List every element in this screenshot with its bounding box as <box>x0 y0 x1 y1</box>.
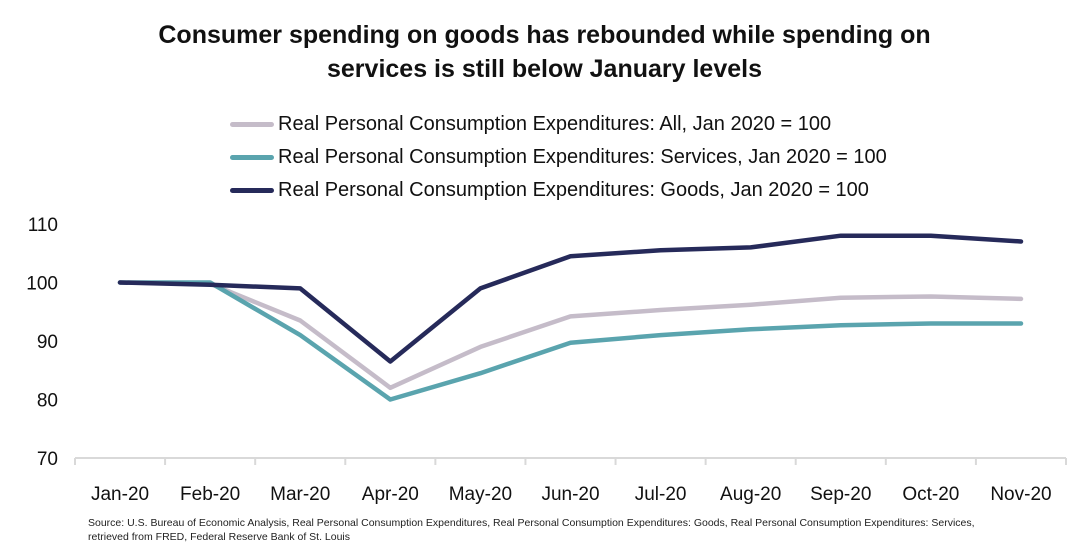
x-tick-label: Apr-20 <box>362 484 419 505</box>
y-tick-label: 70 <box>37 449 58 470</box>
y-tick-label: 110 <box>28 215 58 236</box>
x-tick-label: Jan-20 <box>91 484 149 505</box>
source-note: Source: U.S. Bureau of Economic Analysis… <box>88 517 975 543</box>
x-tick-label: Nov-20 <box>990 484 1051 505</box>
series-layer <box>117 233 1024 402</box>
x-tick-label: Aug-20 <box>720 484 781 505</box>
x-tick-label: Feb-20 <box>180 484 240 505</box>
legend-item-all: Real Personal Consumption Expenditures: … <box>230 108 887 141</box>
legend-item-services: Real Personal Consumption Expenditures: … <box>230 141 887 174</box>
y-tick-label: 100 <box>26 274 58 295</box>
x-tick-label: Jul-20 <box>635 484 687 505</box>
x-axis: Jan-20 Feb-20 Mar-20 Apr-20 May-20 Jun-20 Jul-… <box>74 457 1067 505</box>
y-axis: 70 80 90 100 110 <box>26 215 58 470</box>
legend-swatch-goods <box>230 188 274 193</box>
x-tick-label: Oct-20 <box>902 484 959 505</box>
legend-swatch-services <box>230 155 274 160</box>
x-tick-label: May-20 <box>449 484 512 505</box>
legend-label-all: Real Personal Consumption Expenditures: … <box>278 113 832 135</box>
legend-item-goods: Real Personal Consumption Expenditures: … <box>230 174 887 207</box>
series-line-all <box>117 280 1024 391</box>
x-tick-label: Sep-20 <box>810 484 871 505</box>
legend-swatch-all <box>230 122 274 127</box>
chart-title-line-1: Consumer spending on goods has rebounded… <box>158 21 931 49</box>
x-tick-label: Mar-20 <box>270 484 330 505</box>
legend-label-goods: Real Personal Consumption Expenditures: … <box>278 179 869 201</box>
y-tick-label: 90 <box>37 332 58 353</box>
legend-label-services: Real Personal Consumption Expenditures: … <box>278 146 887 168</box>
legend: Real Personal Consumption Expenditures: … <box>230 108 887 207</box>
x-tick-label: Jun-20 <box>541 484 599 505</box>
chart-title: Consumer spending on goods has rebounded… <box>0 18 1089 86</box>
y-tick-label: 80 <box>37 391 58 412</box>
chart-title-line-2: services is still below January levels <box>327 55 762 83</box>
